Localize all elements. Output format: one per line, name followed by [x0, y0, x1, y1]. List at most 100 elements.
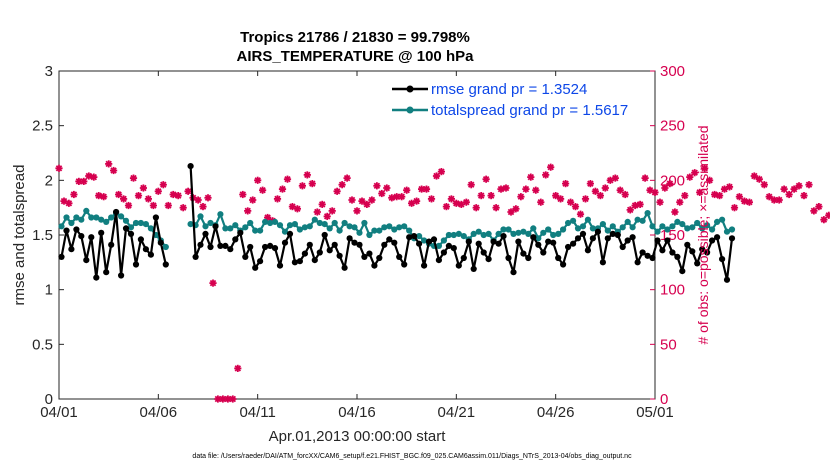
- obs-marker: [70, 190, 78, 199]
- totalspread-point: [669, 223, 676, 230]
- y-tick-right-label: 50: [660, 336, 677, 353]
- totalspread-point: [574, 225, 582, 232]
- obs-marker: [109, 166, 118, 175]
- legend-rmse-label: rmse grand pr = 1.3524: [431, 81, 587, 98]
- obs-marker: [795, 182, 803, 190]
- rmse-point: [98, 229, 105, 236]
- obs-marker: [234, 364, 242, 372]
- obs-marker: [517, 193, 525, 201]
- obs-marker: [681, 192, 689, 200]
- obs-marker: [422, 185, 431, 193]
- obs-marker: [755, 175, 763, 183]
- x-axis-label: Apr.01,2013 00:00:00 start: [269, 428, 447, 445]
- obs-marker: [537, 198, 545, 206]
- rmse-point: [222, 242, 229, 249]
- obs-marker: [785, 190, 793, 199]
- obs-marker: [626, 206, 634, 214]
- rmse-point: [515, 238, 522, 245]
- rmse-point: [624, 237, 631, 244]
- totalspread-point: [351, 224, 358, 231]
- obs-marker: [566, 198, 575, 206]
- rmse-point: [530, 234, 537, 241]
- obs-marker: [651, 188, 659, 196]
- totalspread-point: [584, 216, 592, 223]
- obs-marker: [532, 186, 540, 194]
- obs-marker: [164, 201, 172, 210]
- chart-title-line2: AIRS_TEMPERATURE @ 100 hPa: [237, 48, 475, 65]
- rmse-point: [267, 242, 274, 249]
- obs-marker: [691, 169, 699, 177]
- rmse-point: [664, 237, 671, 244]
- totalspread-point: [341, 219, 348, 227]
- totalspread-point: [589, 225, 597, 232]
- obs-marker: [696, 188, 704, 196]
- totalspread-point: [619, 224, 626, 231]
- rmse-point: [614, 231, 621, 239]
- rmse-point: [336, 252, 343, 259]
- totalspread-point: [579, 223, 587, 230]
- rmse-point: [127, 230, 135, 237]
- totalspread-point: [132, 219, 140, 227]
- rmse-point: [644, 252, 651, 259]
- obs-marker: [209, 279, 217, 287]
- obs-marker: [293, 205, 301, 213]
- rmse-point: [122, 225, 130, 232]
- totalspread-point: [455, 230, 462, 237]
- totalspread-point: [361, 219, 368, 227]
- obs-marker: [701, 164, 709, 172]
- rmse-point: [147, 251, 154, 258]
- legend-spread-label: totalspread grand pr = 1.5617: [431, 102, 628, 119]
- totalspread-point: [73, 214, 80, 221]
- totalspread-point: [137, 219, 144, 227]
- totalspread-point: [684, 225, 691, 232]
- totalspread-point: [381, 224, 388, 231]
- obs-marker: [512, 205, 520, 213]
- totalspread-point: [58, 223, 65, 230]
- legend: rmse grand pr = 1.3524 totalspread grand…: [392, 81, 628, 119]
- obs-marker: [487, 192, 495, 200]
- obs-marker: [328, 207, 336, 215]
- rmse-point: [634, 259, 641, 266]
- rmse-point: [78, 233, 85, 240]
- obs-marker: [522, 185, 530, 193]
- rmse-point: [108, 241, 115, 248]
- obs-marker: [760, 181, 768, 189]
- totalspread-point: [719, 216, 726, 223]
- totalspread-point: [485, 230, 492, 237]
- totalspread-point: [242, 224, 249, 231]
- totalspread-point: [530, 225, 537, 232]
- obs-marker: [745, 198, 754, 206]
- totalspread-point: [406, 227, 413, 234]
- obs-marker: [90, 173, 98, 181]
- rmse-point: [709, 237, 716, 244]
- obs-marker: [239, 190, 247, 199]
- rmse-point: [704, 249, 711, 256]
- rmse-point: [535, 241, 542, 248]
- totalspread-point: [460, 233, 467, 240]
- obs-marker: [174, 192, 182, 200]
- rmse-point: [386, 236, 393, 243]
- totalspread-point: [515, 229, 522, 236]
- rmse-point: [714, 234, 721, 241]
- rmse-point: [217, 242, 224, 249]
- y-tick-right-label: 100: [660, 282, 685, 299]
- obs-marker: [333, 187, 341, 195]
- rmse-point: [416, 240, 423, 247]
- rmse-point: [555, 254, 562, 262]
- obs-marker: [765, 193, 773, 201]
- obs-marker: [561, 180, 570, 188]
- rmse-point: [227, 246, 234, 253]
- totalspread-point: [391, 226, 398, 233]
- obs-marker: [552, 192, 560, 200]
- rmse-point: [540, 249, 547, 256]
- rmse-point: [341, 264, 348, 271]
- obs-marker: [601, 184, 609, 192]
- totalspread-point: [142, 221, 149, 228]
- rmse-point: [579, 230, 587, 237]
- totalspread-point: [326, 225, 333, 232]
- rmse-point: [346, 235, 353, 242]
- rmse-point: [68, 246, 75, 253]
- obs-marker: [790, 185, 798, 193]
- rmse-point: [113, 208, 120, 216]
- obs-marker: [194, 196, 202, 204]
